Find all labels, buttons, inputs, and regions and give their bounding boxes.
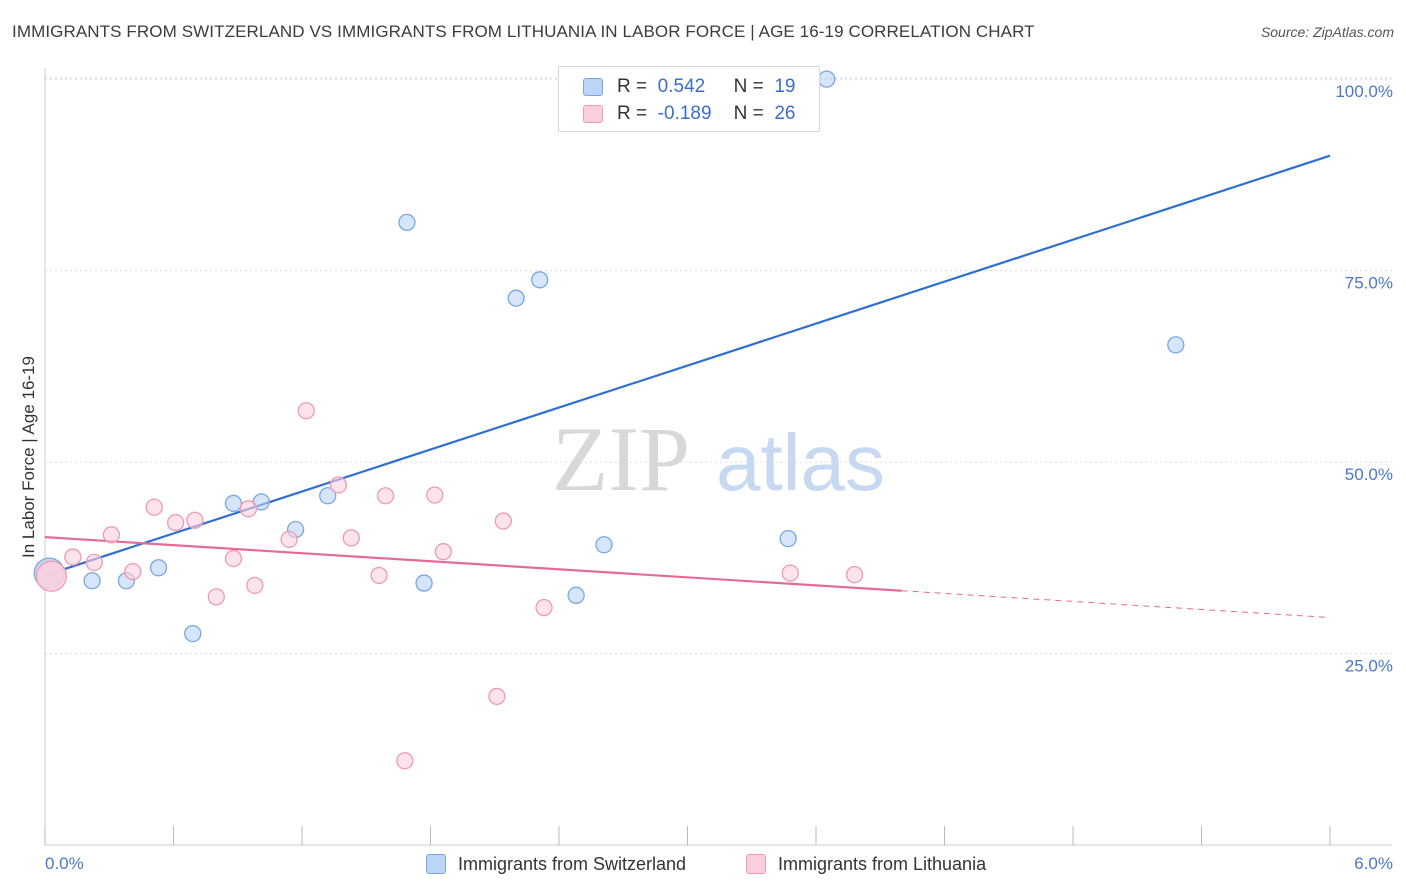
y-tick-label: 100.0% — [1335, 82, 1393, 101]
lithuania-point — [494, 512, 512, 530]
lithuania-point — [280, 530, 298, 549]
y-tick-label: 25.0% — [1345, 657, 1393, 676]
correlation-legend: R = 0.542 N = 19 R = -0.189 N = 26 — [558, 66, 820, 132]
switzerland-point — [83, 572, 101, 590]
switzerland-point — [224, 494, 243, 513]
lithuania-point — [85, 553, 103, 572]
series-label-lithuania: Immigrants from Lithuania — [778, 853, 987, 874]
lithuania-point — [297, 402, 315, 420]
switzerland-point — [567, 586, 585, 604]
series-label-switzerland: Immigrants from Switzerland — [458, 853, 687, 874]
data-points — [33, 70, 1185, 770]
tick-labels: 25.0% 50.0% 75.0% 100.0% 0.0% 6.0% — [45, 82, 1393, 873]
lithuania-point — [434, 543, 453, 561]
lithuania-point — [246, 576, 264, 595]
series-legend-lithuania: Immigrants from Lithuania — [746, 851, 986, 877]
switzerland-point — [149, 559, 168, 577]
lithuania-trend-line — [44, 536, 902, 592]
legend-row-lithuania: R = -0.189 N = 26 — [583, 102, 795, 126]
legend-n-label: N = — [733, 103, 764, 124]
switzerland-trend-line — [44, 154, 1331, 577]
series-swatch-switzerland — [426, 854, 446, 874]
y-tick-label: 75.0% — [1345, 274, 1393, 293]
series-legend-switzerland: Immigrants from Switzerland — [426, 851, 686, 877]
watermark-atlas: atlas — [716, 418, 885, 507]
switzerland-point — [595, 536, 613, 554]
lithuania-point — [35, 560, 68, 592]
lithuania-point — [370, 566, 388, 585]
legend-n-label: N = — [733, 76, 764, 97]
lithuania-point — [376, 487, 395, 505]
switzerland-point — [507, 289, 525, 307]
legend-r-label: R = — [617, 76, 648, 97]
legend-r-value: -0.189 — [657, 103, 712, 124]
switzerland-point — [184, 624, 202, 643]
lithuania-point — [329, 476, 348, 494]
trend-lines — [44, 154, 1331, 619]
lithuania-point — [342, 529, 360, 547]
legend-swatch-lithuania — [583, 105, 603, 123]
grid-lines — [45, 77, 1392, 655]
lithuania-point — [845, 566, 864, 584]
series-swatch-lithuania — [746, 854, 766, 874]
lithuania-point — [426, 486, 444, 504]
lithuania-trend-extension — [901, 590, 1331, 619]
lithuania-point — [396, 752, 414, 770]
watermark-zip: ZIP — [552, 408, 690, 510]
chart-title: IMMIGRANTS FROM SWITZERLAND VS IMMIGRANT… — [12, 22, 1035, 41]
lithuania-point — [207, 588, 225, 606]
x-tick-label: 0.0% — [45, 854, 84, 873]
lithuania-point — [64, 548, 82, 566]
legend-swatch-switzerland — [583, 78, 603, 96]
switzerland-point — [779, 530, 797, 548]
lithuania-point — [124, 562, 142, 581]
lithuania-point — [102, 526, 121, 544]
lithuania-point — [239, 500, 258, 518]
axes — [44, 68, 1392, 846]
y-axis-label: In Labor Force | Age 16-19 — [19, 356, 38, 558]
x-tick-label: 6.0% — [1354, 854, 1393, 873]
switzerland-point — [818, 70, 836, 88]
legend-row-switzerland: R = 0.542 N = 19 — [583, 75, 795, 99]
y-tick-label: 50.0% — [1345, 465, 1393, 484]
source-label: Source: ZipAtlas.com — [1260, 24, 1394, 40]
lithuania-point — [224, 549, 243, 568]
lithuania-point — [535, 598, 553, 617]
lithuania-point — [166, 513, 185, 532]
switzerland-point — [398, 213, 416, 232]
switzerland-point — [319, 487, 337, 505]
switzerland-point — [1167, 336, 1185, 354]
legend-n-value: 26 — [774, 103, 796, 124]
legend-r-label: R = — [617, 103, 648, 124]
switzerland-point — [531, 271, 549, 289]
lithuania-point — [186, 511, 204, 529]
switzerland-point — [415, 574, 433, 592]
lithuania-point — [781, 564, 799, 582]
legend-r-value: 0.542 — [657, 76, 706, 97]
lithuania-point — [145, 498, 163, 516]
lithuania-point — [488, 687, 506, 706]
legend-n-value: 19 — [774, 76, 796, 97]
